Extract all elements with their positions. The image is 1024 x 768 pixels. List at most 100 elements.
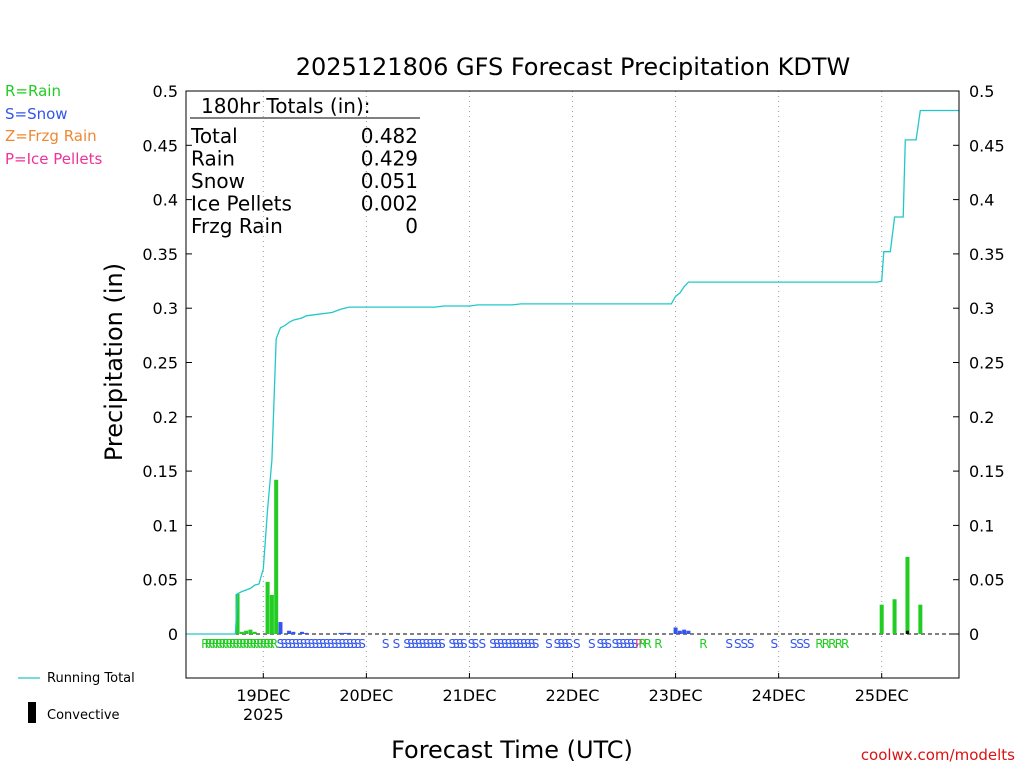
precip-bar [347, 632, 352, 634]
y-tick-label-right: 0.05 [969, 571, 1005, 590]
type-marker: S [354, 637, 362, 651]
type-marker: R [638, 637, 646, 651]
type-marker: R [208, 637, 216, 651]
totals-row-label: Frzg Rain [191, 214, 283, 238]
y-tick-label-right: 0.3 [969, 299, 994, 318]
x-tick-sublabel: 2025 [243, 705, 284, 724]
precip-bar [905, 556, 910, 634]
type-marker: S [339, 637, 347, 651]
type-marker: R [841, 637, 849, 651]
precip-bar [673, 627, 678, 634]
type-marker: S [489, 637, 497, 651]
precip-bar [269, 594, 274, 634]
type-markers: RRRRRRRRRRRRRRRRRRRRRSSSSSSSSSSSSSSSSSSS… [201, 637, 849, 651]
type-marker: S [612, 637, 620, 651]
type-marker: S [561, 637, 569, 651]
type-marker: S [460, 637, 468, 651]
precip-bar [686, 630, 691, 634]
type-marker: R [835, 637, 843, 651]
totals-rows: Total 0.482 Rain 0.429 Snow 0.051 Ice Pellets 0… [190, 124, 418, 238]
convective-legend-label: Convective [47, 708, 120, 723]
precip-bar [304, 632, 309, 634]
y-tick-label-right: 0.1 [969, 516, 994, 535]
type-marker: S [382, 637, 390, 651]
type-marker: S [277, 637, 285, 651]
totals-heading: 180hr Totals (in): [201, 94, 371, 118]
precip-bar [892, 599, 897, 634]
totals-row-label: Snow [191, 169, 245, 193]
type-marker: S [358, 637, 366, 651]
type-marker: R [266, 637, 274, 651]
type-marker: S [619, 637, 627, 651]
type-marker: R [236, 637, 244, 651]
type-marker: S [588, 637, 596, 651]
y-tick-label-right: 0 [969, 625, 979, 644]
type-marker: S [423, 637, 431, 651]
type-marker: S [573, 637, 581, 651]
type-marker: R [205, 637, 213, 651]
type-marker: S [415, 637, 423, 651]
type-marker: S [427, 637, 435, 651]
type-marker: R [211, 637, 219, 651]
precip-bar [338, 632, 343, 634]
chart-title: 2025121806 GFS Forecast Precipitation KD… [296, 53, 851, 81]
x-tick-label: 22DEC [546, 686, 600, 705]
type-marker: R [263, 637, 271, 651]
legend-rain: R=Rain [5, 82, 61, 100]
type-marker: S [430, 637, 438, 651]
type-marker: R [242, 637, 250, 651]
type-marker: S [411, 637, 419, 651]
totals-box: 180hr Totals (in): Total 0.482 Rain 0.429 Sn… [190, 94, 420, 238]
precip-bars [235, 479, 923, 634]
type-marker: S [545, 637, 553, 651]
type-marker: S [350, 637, 358, 651]
y-tick-label-left: 0.35 [142, 245, 178, 264]
totals-row-label: Total [190, 124, 238, 148]
type-marker: S [532, 637, 540, 651]
convective-bar [905, 630, 909, 634]
type-marker: R [256, 637, 264, 651]
type-marker: S [346, 637, 354, 651]
legend-frzg-rain: Z=Frzg Rain [5, 127, 97, 145]
y-tick-label-left: 0.4 [153, 191, 178, 210]
type-marker: S [335, 637, 343, 651]
type-marker: S [315, 637, 323, 651]
type-marker: S [747, 637, 755, 651]
type-marker: S [284, 637, 292, 651]
precip-bar [342, 632, 347, 634]
type-marker: S [311, 637, 319, 651]
totals-row-label: Ice Pellets [191, 192, 292, 216]
running-total-line [186, 109, 959, 635]
type-marker: S [292, 637, 300, 651]
totals-row-value: 0.482 [361, 124, 418, 148]
series-legend: Running Total Convective [18, 671, 135, 723]
type-marker: R [225, 637, 233, 651]
type-marker: R [260, 637, 268, 651]
type-marker: S [740, 637, 748, 651]
type-marker: S [468, 637, 476, 651]
type-marker: S [734, 637, 742, 651]
y-axis-ticks: 0 0 0.05 0.05 0.1 0.1 0.15 0.15 0.2 0.2 0.25 0.25 0.… [142, 82, 1004, 644]
type-marker: S [803, 637, 811, 651]
precip-bar [299, 631, 304, 634]
y-tick-label-left: 0.5 [153, 82, 178, 101]
legend-ice-pellets: P=Ice Pellets [5, 150, 102, 168]
y-tick-label-right: 0.2 [969, 408, 994, 427]
type-marker: S [456, 637, 464, 651]
x-tick-label: 24DEC [752, 686, 806, 705]
y-axis-label: Precipitation (in) [100, 263, 128, 461]
y-tick-label-right: 0.5 [969, 82, 994, 101]
precip-bar [879, 604, 884, 634]
type-marker: R [218, 637, 226, 651]
precip-bar [265, 581, 270, 634]
type-marker: S [512, 637, 520, 651]
type-marker: S [304, 637, 312, 651]
y-tick-label-left: 0 [168, 625, 178, 644]
type-marker: S [448, 637, 456, 651]
type-marker: R [699, 637, 707, 651]
type-marker: S [771, 637, 779, 651]
precip-bar [682, 629, 687, 634]
precip-bar [252, 631, 257, 634]
